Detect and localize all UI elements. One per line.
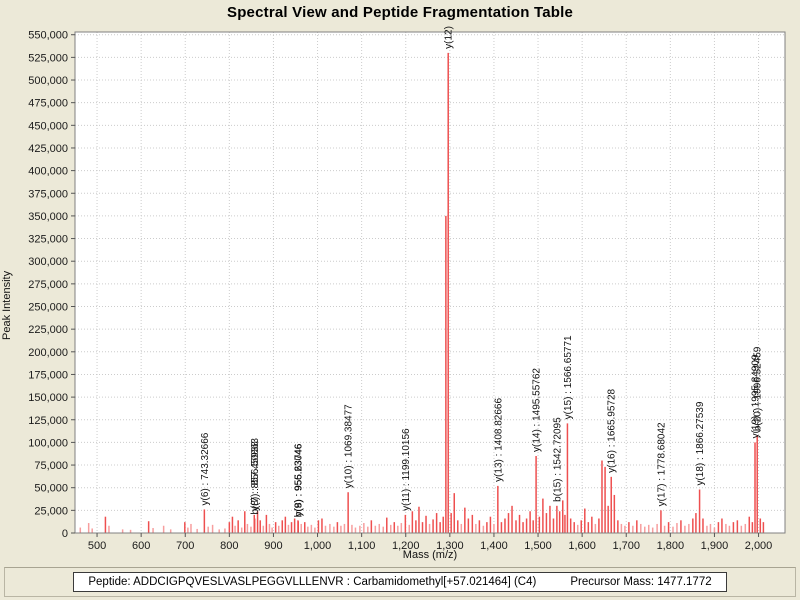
svg-text:700: 700 — [176, 540, 194, 552]
svg-text:525,000: 525,000 — [28, 52, 68, 64]
svg-text:1,200: 1,200 — [392, 540, 420, 552]
svg-text:400,000: 400,000 — [28, 166, 68, 178]
svg-text:b(9) : 956.23046: b(9) : 956.23046 — [294, 443, 305, 517]
spectrum-plot[interactable]: 0 25,000 50,000 75,000 100,000 125,000 150,000… — [0, 24, 800, 566]
svg-text:325,000: 325,000 — [28, 234, 68, 246]
svg-text:y(10) : 1069.38477: y(10) : 1069.38477 — [344, 404, 355, 488]
svg-text:y(7) : 856.50863: y(7) : 856.50863 — [250, 438, 261, 511]
svg-text:y(18) : 1866.27539: y(18) : 1866.27539 — [695, 401, 706, 485]
svg-text:1,900: 1,900 — [701, 540, 729, 552]
svg-text:b(8) : 857.45938: b(8) : 857.45938 — [250, 441, 261, 515]
svg-text:125,000: 125,000 — [28, 415, 68, 427]
svg-text:y(13) : 1408.82666: y(13) : 1408.82666 — [493, 398, 504, 482]
svg-text:1,600: 1,600 — [568, 540, 596, 552]
svg-text:y(17) : 1778.68042: y(17) : 1778.68042 — [656, 422, 667, 506]
svg-text:0: 0 — [62, 528, 68, 540]
svg-text:1,300: 1,300 — [436, 540, 464, 552]
svg-text:425,000: 425,000 — [28, 143, 68, 155]
page-title: Spectral View and Peptide Fragmentation … — [226, 4, 574, 21]
svg-text:1,700: 1,700 — [612, 540, 640, 552]
svg-text:1,100: 1,100 — [348, 540, 376, 552]
svg-text:300,000: 300,000 — [28, 256, 68, 268]
precursor-mass-text: Precursor Mass: 1477.1772 — [570, 576, 712, 588]
footer-panel: Peptide: ADDCIGPQVESLVASLPEGGVLLLENVR : … — [4, 567, 796, 597]
peptide-info-box: Peptide: ADDCIGPQVESLVASLPEGGVLLLENVR : … — [73, 572, 727, 592]
svg-text:450,000: 450,000 — [28, 120, 68, 132]
svg-text:475,000: 475,000 — [28, 98, 68, 110]
svg-text:y(12): y(12) — [444, 26, 455, 49]
svg-text:200,000: 200,000 — [28, 347, 68, 359]
spectrum-peaks[interactable] — [79, 52, 765, 533]
svg-text:y(6) : 743.32666: y(6) : 743.32666 — [200, 432, 211, 505]
svg-text:600: 600 — [132, 540, 150, 552]
svg-text:2,000: 2,000 — [745, 540, 773, 552]
svg-text:350,000: 350,000 — [28, 211, 68, 223]
gridlines — [75, 32, 785, 533]
plot-background — [75, 32, 785, 533]
svg-text:b(15) : 1542.72095: b(15) : 1542.72095 — [552, 417, 563, 502]
svg-text:25,000: 25,000 — [34, 505, 68, 517]
svg-text:500: 500 — [88, 540, 106, 552]
svg-text:y(15) : 1566.65771: y(15) : 1566.65771 — [563, 335, 574, 419]
svg-text:b(20) : 1996.32459: b(20) : 1996.32459 — [753, 346, 764, 431]
svg-text:50,000: 50,000 — [34, 483, 68, 495]
svg-text:y(8) : 955.63746: y(8) : 955.63746 — [293, 443, 304, 516]
y-axis-label: Peak Intensity — [1, 270, 13, 340]
svg-text:250,000: 250,000 — [28, 302, 68, 314]
svg-text:550,000: 550,000 — [28, 30, 68, 42]
x-axis-ticks: 500 600 700 800 900 1,000 1,100 1,200 1,300 1,400… — [88, 533, 772, 552]
plot-frame — [74, 31, 786, 534]
svg-text:1,400: 1,400 — [480, 540, 508, 552]
svg-text:100,000: 100,000 — [28, 437, 68, 449]
svg-text:1,000: 1,000 — [304, 540, 332, 552]
svg-text:500,000: 500,000 — [28, 75, 68, 87]
svg-text:800: 800 — [220, 540, 238, 552]
svg-text:75,000: 75,000 — [34, 460, 68, 472]
svg-text:y(19) : 1995.84909: y(19) : 1995.84909 — [751, 354, 762, 438]
svg-text:y(16) : 1665.95728: y(16) : 1665.95728 — [607, 388, 618, 472]
svg-text:175,000: 175,000 — [28, 369, 68, 381]
peptide-sequence-text: Peptide: ADDCIGPQVESLVASLPEGGVLLLENVR : … — [88, 576, 537, 588]
svg-text:y(11) : 1199.10156: y(11) : 1199.10156 — [401, 428, 412, 511]
y-axis-ticks: 0 25,000 50,000 75,000 100,000 125,000 150,000… — [28, 30, 75, 540]
svg-text:1,800: 1,800 — [657, 540, 685, 552]
svg-text:1,500: 1,500 — [524, 540, 552, 552]
svg-text:900: 900 — [264, 540, 282, 552]
svg-text:275,000: 275,000 — [28, 279, 68, 291]
svg-text:225,000: 225,000 — [28, 324, 68, 336]
x-axis-label: Mass (m/z) — [402, 549, 458, 561]
svg-text:375,000: 375,000 — [28, 188, 68, 200]
svg-text:150,000: 150,000 — [28, 392, 68, 404]
svg-text:y(14) : 1495.55762: y(14) : 1495.55762 — [532, 368, 543, 452]
